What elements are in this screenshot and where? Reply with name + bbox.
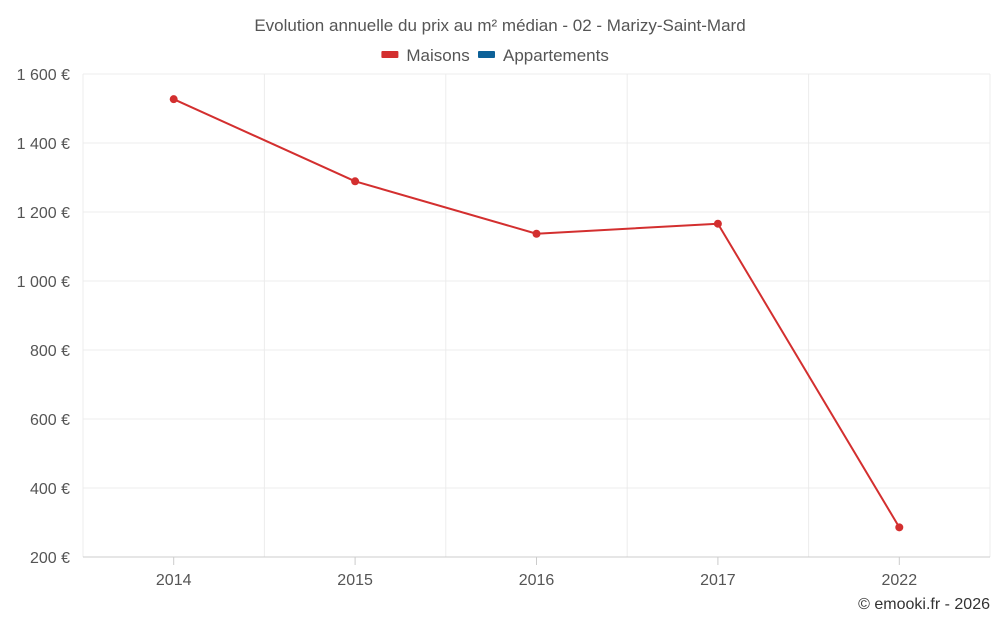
y-tick-label: 600 € (30, 412, 70, 429)
y-tick-label: 400 € (30, 481, 70, 498)
y-tick-label: 1 000 € (17, 274, 70, 291)
x-tick-label: 2016 (519, 572, 555, 589)
series-line-maisons (173, 98, 901, 528)
x-tick-label: 2014 (156, 572, 192, 589)
data-point (351, 177, 360, 186)
grid (82, 73, 991, 557)
x-tick-label: 2022 (882, 572, 918, 589)
data-point (713, 219, 722, 228)
y-tick-label: 1 200 € (17, 205, 70, 222)
y-tick-label: 200 € (30, 550, 70, 567)
credit-text: © emooki.fr - 2026 (858, 596, 990, 613)
data-point (532, 229, 541, 238)
y-tick-label: 1 400 € (17, 136, 70, 153)
legend-label-maisons: Maisons (406, 46, 469, 65)
y-tick-label: 1 600 € (17, 67, 70, 84)
y-tick-label: 800 € (30, 343, 70, 360)
legend-swatch-maisons (381, 51, 399, 58)
data-point (895, 523, 904, 532)
axes: 200 € 400 € 600 € 800 € 1 000 € 1 200 € 1 400 … (17, 67, 990, 589)
data-point (169, 95, 178, 104)
series-layer (169, 95, 904, 532)
legend: Maisons Appartements (381, 46, 609, 65)
chart-title: Evolution annuelle du prix au m² médian … (254, 16, 745, 35)
x-tick-label: 2015 (337, 572, 373, 589)
x-tick-label: 2017 (700, 572, 736, 589)
legend-swatch-appartements (478, 51, 495, 58)
legend-label-appartements: Appartements (503, 46, 609, 65)
